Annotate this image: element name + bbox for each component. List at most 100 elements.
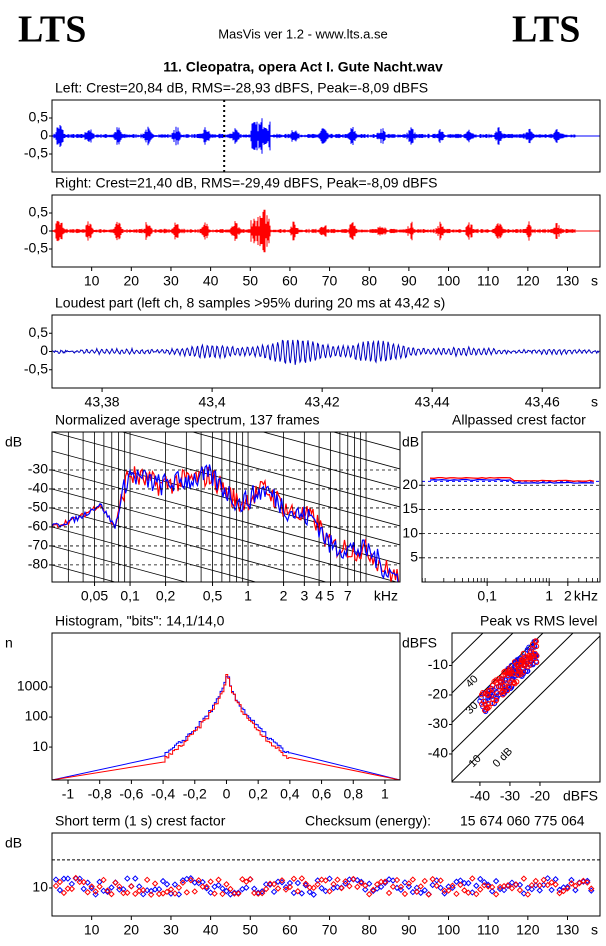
crest-point — [572, 882, 579, 890]
crest-point — [187, 876, 194, 884]
x-tick-label: -40 — [470, 788, 490, 804]
logo: LTS — [512, 9, 580, 51]
crest-point — [187, 875, 194, 882]
checksum-label: Checksum (energy): — [305, 813, 431, 829]
plot-area — [52, 209, 600, 253]
level-point — [518, 657, 524, 663]
crest-point — [449, 882, 456, 889]
y-tick-label: -10 — [428, 656, 448, 672]
x-axis-unit: dBFS — [563, 788, 598, 804]
crest-point — [381, 878, 389, 885]
crest-diagonal — [452, 635, 600, 782]
x-tick-label: 50 — [242, 273, 258, 289]
crest-point — [266, 880, 274, 887]
plot-frame — [51, 632, 401, 781]
level-point — [496, 684, 502, 690]
crest-point — [441, 890, 448, 897]
crest-point — [191, 879, 198, 886]
crest-point — [421, 887, 428, 894]
crest-point — [564, 885, 571, 892]
level-point — [521, 661, 527, 667]
x-tick-label: -20 — [530, 788, 550, 804]
panel-title: Peak vs RMS level — [480, 613, 597, 629]
x-axis-unit: s — [591, 273, 598, 289]
x-tick-label: 40 — [203, 273, 219, 289]
plot-frame — [51, 99, 601, 173]
x-tick-label: -0,6 — [119, 786, 143, 802]
level-point — [533, 643, 540, 649]
crest-point — [469, 889, 476, 896]
panel-title: Left: Crest=20,84 dB, RMS=-28,93 dBFS, P… — [55, 80, 428, 96]
crest-point — [139, 886, 147, 894]
crest-point — [302, 880, 309, 887]
y-tick-label: -20 — [428, 686, 448, 702]
diagonal — [52, 545, 187, 582]
x-tick-label: 0,4 — [280, 786, 300, 802]
crest-point — [429, 881, 436, 889]
diagonal — [52, 507, 328, 582]
x-tick-label: 0,1 — [120, 588, 140, 604]
crest-point — [96, 883, 103, 890]
y-tick-label: 0,5 — [29, 204, 49, 220]
crest-point — [580, 877, 587, 885]
crest-point — [350, 875, 357, 883]
crest-point — [298, 875, 306, 882]
level-point — [506, 670, 513, 676]
x-axis-unit: s — [591, 394, 598, 410]
x-tick-label: 40 — [203, 922, 219, 938]
plot-frame — [51, 194, 601, 268]
crest-point — [235, 889, 242, 896]
crest-point — [358, 878, 365, 886]
crest-point — [310, 891, 317, 898]
level-point — [512, 681, 518, 687]
level-point — [507, 679, 513, 686]
level-point — [483, 690, 489, 697]
crest-point — [385, 876, 393, 883]
crest-point — [405, 883, 413, 890]
level-point — [498, 676, 505, 682]
y-tick-label: 10 — [32, 738, 48, 754]
x-tick-label: 3 — [300, 588, 308, 604]
crest-point — [227, 885, 234, 893]
y-tick-label: -40 — [28, 480, 48, 496]
plot-area — [52, 674, 400, 780]
x-tick-label: 130 — [556, 273, 580, 289]
x-tick-label: 20 — [124, 273, 140, 289]
level-point — [500, 692, 506, 698]
x-tick-label: 0,6 — [312, 786, 332, 802]
crest-point — [572, 886, 579, 894]
crest-point — [433, 882, 440, 889]
crest-point — [243, 878, 250, 885]
crest-point — [397, 883, 405, 891]
crest-point — [64, 885, 72, 892]
crest-diagonal — [452, 633, 574, 753]
crest-point — [385, 889, 393, 897]
y-tick-label: 0,5 — [29, 109, 49, 125]
crest-point — [191, 888, 198, 895]
crest-point — [389, 883, 397, 890]
crest-point — [488, 888, 496, 895]
crest-point — [524, 884, 532, 892]
crest-point — [552, 881, 559, 888]
diagonal — [52, 432, 400, 527]
crest-point — [286, 883, 294, 891]
level-point — [504, 687, 511, 694]
crest-curve — [429, 478, 595, 484]
crest-point — [60, 889, 68, 897]
x-tick-label: 0,1 — [477, 588, 497, 604]
crest-point — [171, 881, 179, 888]
level-point — [482, 701, 488, 707]
y-tick-label: -0,5 — [24, 145, 48, 161]
app-name: MasVis ver 1.2 - www.lts.a.se — [218, 26, 388, 41]
diagonal — [261, 432, 400, 470]
crest-point — [473, 890, 480, 898]
level-point — [527, 662, 533, 668]
x-tick-label: 70 — [322, 273, 338, 289]
crest-point — [556, 886, 563, 894]
crest-point — [334, 876, 341, 883]
crest-point — [560, 887, 567, 895]
crest-point — [401, 890, 409, 898]
x-tick-label: 43,4 — [198, 394, 225, 410]
crest-point — [326, 875, 333, 882]
